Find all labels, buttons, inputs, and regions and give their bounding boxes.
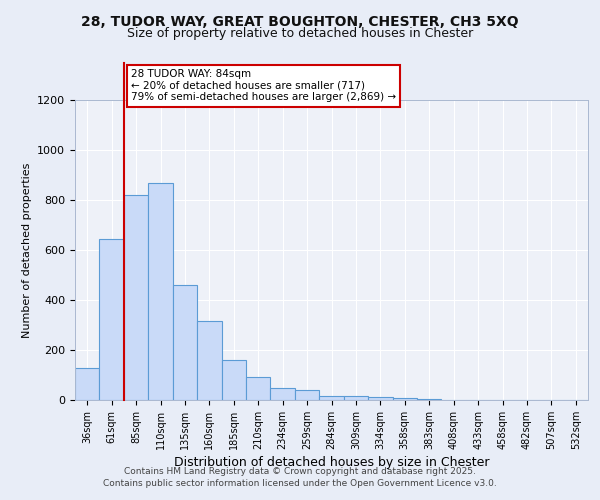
Bar (344, 396, 368, 400)
Bar (417, 399, 442, 400)
Bar (246, 377, 271, 400)
Y-axis label: Number of detached properties: Number of detached properties (22, 162, 32, 338)
Bar (221, 360, 246, 400)
Bar (197, 322, 221, 400)
Bar (100, 239, 124, 400)
Bar (392, 398, 417, 400)
Text: Size of property relative to detached houses in Chester: Size of property relative to detached ho… (127, 28, 473, 40)
Bar (368, 397, 392, 400)
Text: Contains HM Land Registry data © Crown copyright and database right 2025.: Contains HM Land Registry data © Crown c… (124, 467, 476, 476)
X-axis label: Distribution of detached houses by size in Chester: Distribution of detached houses by size … (174, 456, 489, 469)
Bar (319, 396, 344, 400)
Text: Contains public sector information licensed under the Open Government Licence v3: Contains public sector information licen… (103, 478, 497, 488)
Bar (173, 285, 197, 400)
Text: 28, TUDOR WAY, GREAT BOUGHTON, CHESTER, CH3 5XQ: 28, TUDOR WAY, GREAT BOUGHTON, CHESTER, … (81, 15, 519, 29)
Bar (75, 368, 100, 400)
Text: 28 TUDOR WAY: 84sqm
← 20% of detached houses are smaller (717)
79% of semi-detac: 28 TUDOR WAY: 84sqm ← 20% of detached ho… (131, 70, 397, 102)
Bar (148, 182, 173, 400)
Bar (295, 390, 319, 400)
Bar (271, 388, 295, 400)
Bar (124, 195, 148, 400)
